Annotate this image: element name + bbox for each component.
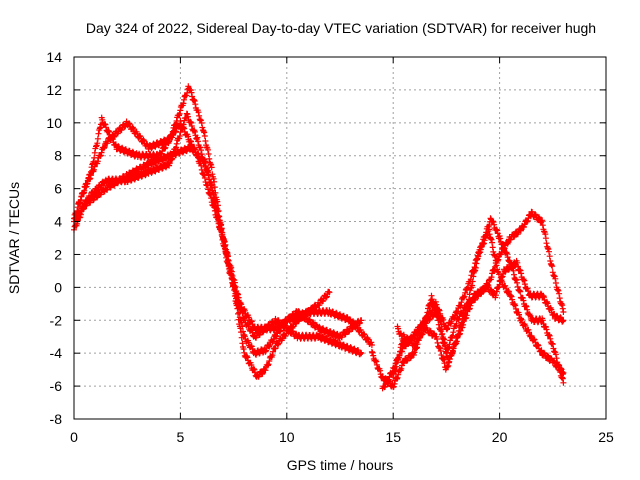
x-tick-label: 5	[177, 429, 185, 445]
y-tick-label: -8	[50, 411, 63, 427]
series-track-8	[394, 257, 567, 366]
y-tick-label: 8	[54, 148, 62, 164]
y-tick-label: -4	[50, 345, 63, 361]
data-markers	[75, 114, 365, 342]
plot-frame	[73, 56, 607, 420]
x-tick-label: 0	[70, 429, 78, 445]
x-tick-label: 25	[598, 429, 614, 445]
axis-ticks: 0 5 10 15 20 25 -8 -6 -4 -2 0 2 4 6 8 10 12 14	[46, 49, 614, 445]
data-series	[71, 83, 567, 392]
y-tick-label: -6	[50, 378, 63, 394]
series-track-4	[75, 114, 365, 342]
x-tick-label: 20	[492, 429, 508, 445]
y-tick-label: 4	[54, 214, 62, 230]
y-tick-label: 0	[54, 279, 62, 295]
y-tick-label: 10	[46, 115, 62, 131]
data-markers	[394, 257, 567, 366]
series-track-6	[379, 226, 567, 392]
chart-title: Day 324 of 2022, Sidereal Day-to-day VTE…	[86, 20, 596, 36]
x-tick-label: 15	[385, 429, 401, 445]
y-tick-label: 6	[54, 181, 62, 197]
x-tick-label: 10	[279, 429, 295, 445]
y-tick-label: 2	[54, 246, 62, 262]
y-tick-label: 14	[46, 49, 62, 65]
grid	[74, 57, 606, 419]
y-tick-label: 12	[46, 82, 62, 98]
data-markers	[379, 226, 567, 392]
y-tick-label: -2	[50, 312, 63, 328]
y-axis-label: SDTVAR / TECUs	[6, 182, 22, 294]
x-axis-label: GPS time / hours	[287, 457, 394, 473]
